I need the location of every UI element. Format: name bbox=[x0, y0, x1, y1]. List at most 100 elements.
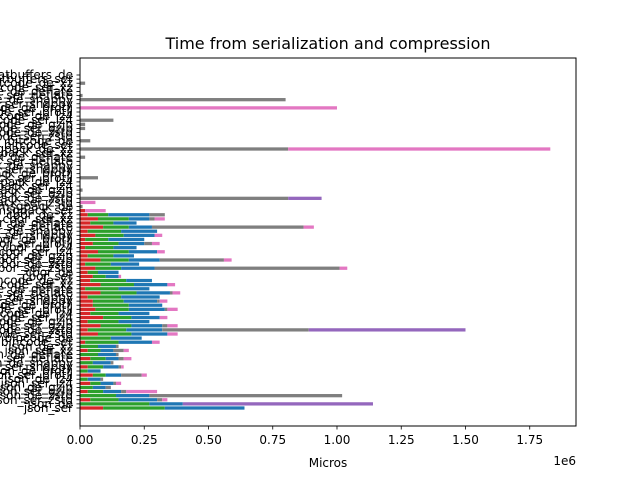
bar-segment-cbor_ser_deflate-0 bbox=[80, 225, 104, 229]
x-tick-label: 0.75 bbox=[259, 433, 286, 447]
bar-segment-json_ser_deflate-2 bbox=[105, 357, 119, 361]
bar-segment-json_ser_snappy-2 bbox=[103, 365, 119, 369]
bar-segment-cbor_ser-4 bbox=[118, 274, 122, 279]
bar-segment-bincode_ser_lz4-2 bbox=[131, 315, 160, 320]
bar-segment-cbor_ser_snappy-2 bbox=[123, 233, 155, 237]
y-tick-label-msgpack_ser_xz: msgpack_ser_xz bbox=[0, 146, 73, 160]
y-tick-label-cbor_de_gzip: cbor_de_gzip bbox=[0, 249, 73, 263]
bar-segment-bitcode_ser_gzip-3 bbox=[80, 126, 86, 131]
bar-segment-bincode_ser_snappy-2 bbox=[123, 299, 158, 303]
bar-segment-bincode_ser_deflate-3 bbox=[169, 291, 173, 295]
y-tick-label-cbor_ser_lz4: cbor_ser_lz4 bbox=[0, 245, 73, 259]
bar-segment-msgpack_ser-4 bbox=[85, 209, 106, 213]
bar-segment-json_ser_xz-2 bbox=[100, 348, 114, 353]
y-tick-label-cbor_ser_snappy: cbor_ser_snappy bbox=[0, 228, 73, 242]
bar-segment-bincode_de-2 bbox=[110, 336, 142, 340]
y-tick-label-cbor_de_lz4: cbor_de_lz4 bbox=[2, 241, 73, 255]
y-tick-label-json_ser_brotli: json_ser_brotli bbox=[0, 368, 73, 382]
y-tick-label-bitcode_de_snappy: bitcode_de_snappy bbox=[0, 93, 73, 107]
bar-segment-cbor_ser_xz-2 bbox=[128, 217, 150, 221]
x-tick-label: 0.25 bbox=[131, 433, 158, 447]
bar-segment-msgpack_de_xz-4 bbox=[288, 147, 551, 151]
bar-segment-cbor_ser_xz-0 bbox=[80, 217, 98, 221]
bar-segment-cbor_ser-2 bbox=[105, 274, 119, 279]
y-tick-label-bincode_ser_xz: bincode_ser_xz bbox=[0, 278, 73, 292]
y-tick-label-bitcode_ser: bitcode_ser bbox=[4, 138, 73, 152]
bar-segment-bincode_de_snappy-0 bbox=[80, 295, 88, 299]
bar-segment-msgpack_de_zstd-3 bbox=[80, 196, 289, 200]
bar-segment-json_ser_xz-1 bbox=[87, 348, 101, 353]
y-tick-label-cbor_de: cbor_de bbox=[26, 265, 74, 279]
y-tick-label-cbor_ser_deflate: cbor_ser_deflate bbox=[0, 220, 73, 234]
bars-group bbox=[80, 81, 551, 410]
bar-segment-cbor_de_zstd-1 bbox=[85, 262, 111, 266]
y-tick-label-bincode_de_gzip: bincode_de_gzip bbox=[0, 315, 73, 329]
bar-segment-json_ser_zstd-3 bbox=[157, 398, 163, 402]
bar-segment-cbor_ser_lz4-1 bbox=[97, 250, 129, 254]
y-tick-label-msgpack_ser_deflate: msgpack_ser_deflate bbox=[0, 154, 73, 168]
y-tick-label-msgpack_ser: msgpack_ser bbox=[0, 204, 73, 218]
bar-segment-json_ser-2 bbox=[164, 406, 245, 410]
bar-segment-bincode_de_brotli-0 bbox=[80, 303, 93, 307]
bar-segment-json_ser_deflate-4 bbox=[123, 357, 132, 361]
bar-segment-cbor_de_snappy-2 bbox=[121, 229, 158, 233]
chart-title: Time from serialization and compression bbox=[164, 34, 490, 53]
y-tick-label-msgpack_de_zstd: msgpack_de_zstd bbox=[0, 191, 73, 205]
bar-segment-json_de_deflate-1 bbox=[80, 352, 98, 357]
bar-segment-json_ser_zstd-1 bbox=[90, 398, 119, 402]
bar-segment-cbor_ser_xz-4 bbox=[154, 217, 165, 221]
bar-segment-bincode_ser_snappy-1 bbox=[92, 299, 124, 303]
y-tick-label-cbor_de_xz: cbor_de_xz bbox=[6, 208, 73, 222]
bar-segment-cbor_ser_lz4-0 bbox=[80, 250, 98, 254]
bar-segment-bincode_ser_gzip-2 bbox=[131, 324, 163, 328]
bar-segment-cbor_de_zstd-2 bbox=[110, 262, 140, 266]
bar-segment-bincode_ser_zstd-2 bbox=[131, 332, 168, 336]
bar-segment-cbor_ser_gzip-0 bbox=[80, 258, 101, 262]
bar-segment-bitcode_de_brotli-4 bbox=[80, 106, 337, 110]
y-tick-label-json_de_zstd: json_de_zstd bbox=[0, 389, 73, 403]
y-tick-label-bitcode_de_deflate: bitcode_de_deflate bbox=[0, 84, 73, 98]
bar-segment-bincode_de_gzip-0 bbox=[80, 320, 88, 324]
bar-segment-bincode_ser-1 bbox=[85, 340, 119, 344]
bar-segment-cbor_ser_lz4-4 bbox=[157, 250, 165, 254]
bar-segment-json_ser_brotli-1 bbox=[92, 373, 106, 377]
bar-segment-cbor_ser_brotli-4 bbox=[151, 241, 160, 246]
axes-frame bbox=[79, 57, 577, 427]
y-tick-label-msgpack_de_snappy: msgpack_de_snappy bbox=[0, 158, 73, 172]
y-tick-label-bincode_de_brotli: bincode_de_brotli bbox=[0, 298, 73, 312]
bar-segment-json_ser_brotli-2 bbox=[105, 373, 122, 377]
bar-segment-msgpack_ser_brotli-3 bbox=[80, 176, 98, 180]
bar-segment-cbor_de_gzip-2 bbox=[113, 254, 134, 258]
bar-segment-bincode_ser_lz4-4 bbox=[159, 315, 168, 320]
bar-segment-cbor_ser-1 bbox=[92, 274, 106, 279]
bar-segment-msgpack_de_xz-3 bbox=[80, 147, 289, 151]
x-tick-label: 1.75 bbox=[516, 433, 543, 447]
bar-segment-bitcode_de_snappy-3 bbox=[80, 98, 286, 102]
bar-segment-bincode_ser_snappy-0 bbox=[80, 299, 93, 303]
bar-segment-json_de_xz-2 bbox=[97, 344, 116, 348]
bar-segment-json_ser_snappy-1 bbox=[87, 365, 104, 369]
y-tick-label-bincode_ser_deflate: bincode_ser_deflate bbox=[0, 286, 73, 300]
bar-segment-bincode_ser_brotli-1 bbox=[95, 307, 129, 311]
y-tick-label-json_de_xz: json_de_xz bbox=[7, 339, 73, 353]
bar-segment-cbor_de_gzip-1 bbox=[87, 254, 114, 258]
bar-segment-cbor_ser_xz-3 bbox=[149, 217, 155, 221]
y-tick-label-bitcode_de_lz4: bitcode_de_lz4 bbox=[0, 109, 73, 123]
y-tick-label-json_ser_deflate: json_ser_deflate bbox=[0, 352, 73, 366]
y-tick-label-bitcode_ser_zstd: bitcode_ser_zstd bbox=[0, 130, 73, 144]
bar-segment-json_ser-1 bbox=[103, 406, 165, 410]
x-tick-label: 1.50 bbox=[452, 433, 479, 447]
y-tick-label-bitcode_de_gzip: bitcode_de_gzip bbox=[0, 117, 73, 131]
y-tick-label-json_ser_zstd: json_ser_zstd bbox=[0, 393, 73, 407]
bar-segment-cbor_de_snappy-0 bbox=[80, 229, 88, 233]
y-tick-label-msgpack_de_brotli: msgpack_de_brotli bbox=[0, 167, 73, 181]
y-tick-label-msgpack_ser_lz4: msgpack_ser_lz4 bbox=[0, 179, 73, 193]
bar-segment-cbor_de_xz-1 bbox=[87, 213, 109, 217]
y-tick-label-bincode_ser_zstd: bincode_ser_zstd bbox=[0, 327, 73, 341]
y-tick-label-msgpack_ser_zstd: msgpack_ser_zstd bbox=[0, 195, 73, 209]
bar-segment-cbor_ser_zstd-2 bbox=[121, 266, 155, 270]
bar-segment-json_ser_zstd-0 bbox=[80, 398, 91, 402]
bar-segment-cbor_ser_xz-1 bbox=[97, 217, 129, 221]
